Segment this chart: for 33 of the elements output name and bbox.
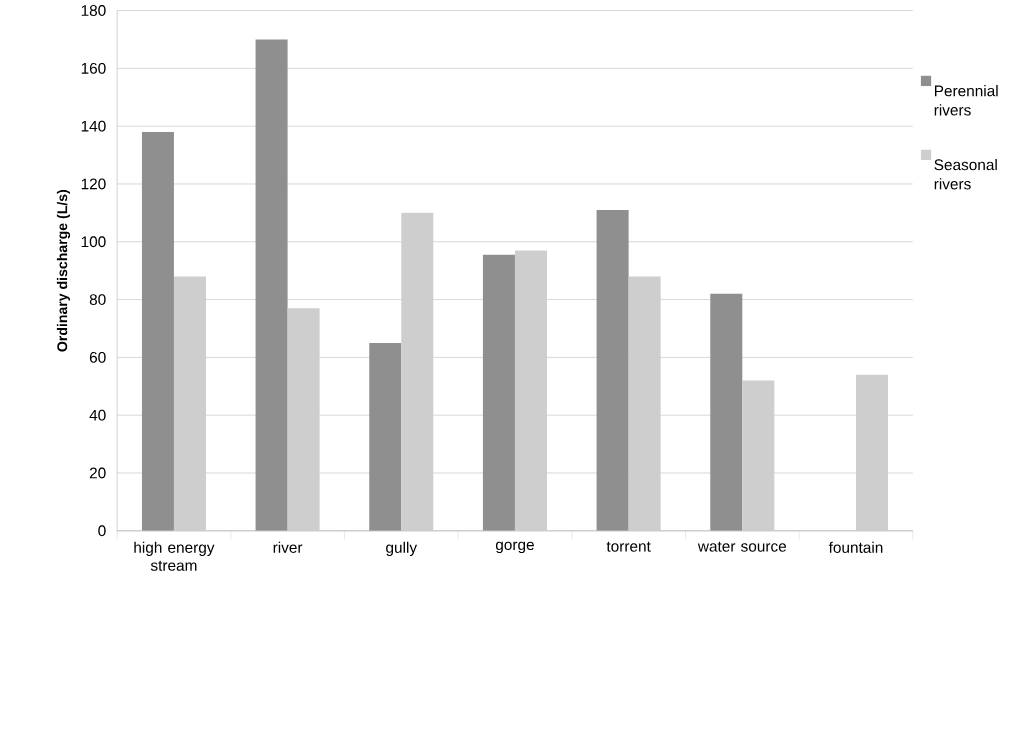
y-tick-label: 60 <box>89 352 106 364</box>
x-tick-label: torrent <box>606 541 651 552</box>
y-tick-label: 40 <box>89 409 106 421</box>
bar <box>287 308 320 532</box>
y-tick-label: 140 <box>81 120 106 132</box>
bar <box>596 210 629 532</box>
bar <box>173 276 206 532</box>
legend-label: Seasonal rivers <box>934 159 997 190</box>
legend-label: Perennial rivers <box>934 85 998 116</box>
y-axis-title: Ordinary discharge (L/s) <box>56 190 71 352</box>
bar <box>628 276 661 532</box>
bar <box>855 374 889 532</box>
bar <box>369 343 402 532</box>
y-tick-label: 0 <box>98 525 106 537</box>
bar <box>255 39 288 532</box>
x-tick-label: river <box>273 541 303 554</box>
bar <box>141 132 174 532</box>
bar <box>710 294 743 532</box>
y-tick-label: 160 <box>81 63 106 75</box>
y-tick-label: 20 <box>89 467 106 479</box>
bar <box>514 250 547 532</box>
bar <box>401 213 434 532</box>
bar <box>482 255 515 532</box>
y-tick-label: 180 <box>81 5 106 17</box>
x-tick-label: water source <box>697 541 787 552</box>
y-tick-label: 100 <box>81 236 106 248</box>
y-tick-label: 120 <box>81 178 106 190</box>
x-tick-label: gully <box>386 541 418 557</box>
x-tick-label: high energy stream <box>134 541 215 572</box>
y-tick-label: 80 <box>89 294 106 306</box>
bar <box>742 380 775 532</box>
x-tick-label: gorge <box>495 541 534 554</box>
x-tick-label: fountain <box>828 541 883 554</box>
